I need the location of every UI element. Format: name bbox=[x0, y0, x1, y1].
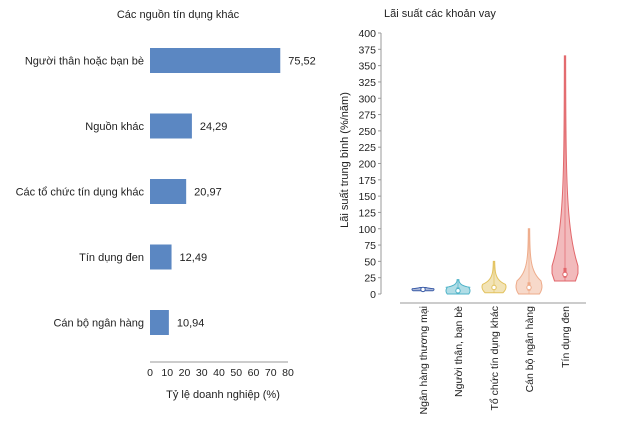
violin-y-tick-label: 125 bbox=[358, 207, 376, 219]
violin-category-label: Tổ chức tín dụng khác bbox=[489, 306, 501, 411]
violin-y-tick-label: 375 bbox=[358, 44, 376, 56]
violin-category-label: Cán bộ ngân hàng bbox=[524, 306, 536, 393]
bar-category-label: Tín dụng đen bbox=[79, 252, 144, 264]
violin-y-tick-label: 100 bbox=[358, 224, 376, 236]
violin-y-tick-label: 0 bbox=[370, 289, 376, 301]
violin-median-point bbox=[420, 286, 426, 293]
violin-y-tick-label: 25 bbox=[364, 273, 376, 285]
bar-x-tick-label: 60 bbox=[248, 367, 260, 379]
bar-value-label: 75,52 bbox=[288, 56, 316, 68]
violin-y-tick-label: 325 bbox=[358, 77, 376, 89]
bar-value-label: 10,94 bbox=[177, 318, 205, 330]
bar-category-label: Nguồn khác bbox=[85, 121, 144, 133]
violin-median-point bbox=[491, 284, 497, 291]
bar-x-tick-label: 80 bbox=[282, 367, 294, 379]
bar-value-label: 12,49 bbox=[180, 252, 208, 264]
violin-median-point bbox=[455, 288, 461, 294]
bar-x-tick-label: 70 bbox=[265, 367, 277, 379]
violin-median-point bbox=[562, 271, 568, 278]
bar-x-tick-label: 30 bbox=[196, 367, 208, 379]
bar-x-axis-label: Tỷ lệ doanh nghiệp (%) bbox=[166, 389, 280, 401]
bar bbox=[150, 48, 281, 73]
bar-x-tick-label: 40 bbox=[213, 367, 225, 379]
violin-y-tick-label: 50 bbox=[364, 256, 376, 268]
bar-value-label: 20,97 bbox=[194, 187, 222, 199]
violin-chart: 0 25 50 75 100 125 150 175 200 225 250 275 300 325 350… bbox=[358, 28, 586, 414]
bar-category-label: Người thân hoặc bạn bè bbox=[25, 56, 144, 68]
bar-x-tick-label: 0 bbox=[147, 367, 153, 379]
bar-chart: Người thân hoặc bạn bè 75,52 Nguồn khác 24,… bbox=[16, 48, 316, 379]
violin-median-point bbox=[526, 284, 532, 291]
bar-x-tick-label: 20 bbox=[179, 367, 191, 379]
violin-y-tick-label: 150 bbox=[358, 191, 376, 203]
bar-value-label: 24,29 bbox=[200, 121, 228, 133]
violin-y-tick-label: 250 bbox=[358, 126, 376, 138]
violin-chart-title: Lãi suất các khoản vay bbox=[384, 8, 496, 20]
violin-y-tick-label: 225 bbox=[358, 142, 376, 154]
violin-category-label: Người thân, bạn bè bbox=[453, 306, 465, 397]
bar-x-tick-label: 50 bbox=[230, 367, 242, 379]
bar bbox=[150, 179, 187, 204]
violin-y-tick-label: 175 bbox=[358, 175, 376, 187]
violin-category-label: Ngân hàng thương mại bbox=[418, 306, 430, 414]
violin-y-tick-label: 300 bbox=[358, 93, 376, 105]
violin-y-tick-label: 400 bbox=[358, 28, 376, 40]
violin-y-tick-label: 200 bbox=[358, 159, 376, 171]
bar bbox=[150, 113, 192, 139]
bar-category-label: Cán bộ ngân hàng bbox=[53, 318, 144, 330]
violin-y-tick-label: 275 bbox=[358, 110, 376, 122]
bar-chart-title: Các nguồn tín dụng khác bbox=[117, 9, 240, 21]
bar bbox=[150, 310, 169, 335]
bar bbox=[150, 244, 172, 270]
violin-y-tick-label: 350 bbox=[358, 61, 376, 73]
bar-x-tick-label: 10 bbox=[161, 367, 173, 379]
violin-category-label: Tín dụng đen bbox=[560, 306, 572, 368]
violin-y-axis-label: Lãi suất trung bình (%/năm) bbox=[339, 92, 351, 228]
violin-y-tick-label: 75 bbox=[364, 240, 376, 252]
bar-category-label: Các tổ chức tín dụng khác bbox=[16, 187, 145, 199]
